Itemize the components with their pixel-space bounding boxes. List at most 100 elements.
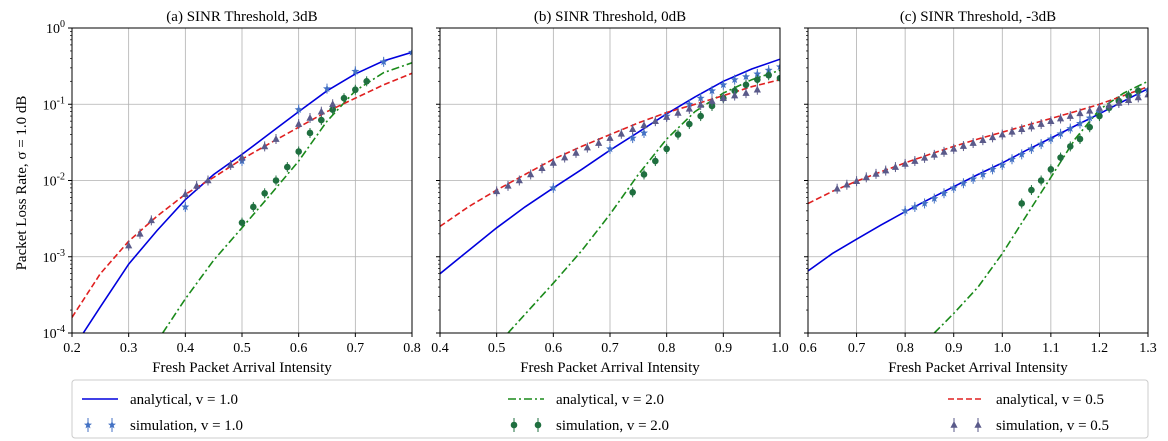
data-point [911,157,919,164]
data-point [730,75,739,84]
data-point [193,181,201,189]
x-tick-label: 0.2 [63,341,81,356]
data-point [227,160,235,168]
data-point [754,76,761,83]
data-point [1066,112,1074,119]
data-point [1027,122,1036,130]
data-point [272,177,280,184]
chart-panel-1: 0.2 0.3 0.4 0.5 0.6 0.7 0.8 10-4 10-3 10-2 10-1 100… [43,9,421,376]
series-line [933,80,1148,333]
data-point [719,80,728,89]
data-point [959,179,968,187]
x-tick-label: 0.6 [799,341,817,356]
x-tick-label: 1.3 [1139,341,1157,356]
data-point [351,67,360,75]
data-point [363,77,370,85]
data-point [1046,134,1055,143]
data-point [1047,166,1055,173]
legend-label: simulation, v = 1.0 [130,418,243,434]
data-point [776,74,780,82]
data-point [852,177,861,184]
data-point [1066,124,1075,132]
data-point [329,106,336,113]
data-point [930,194,939,202]
x-axis-label: Fresh Packet Arrival Intensity [152,360,332,376]
data-point [284,163,291,171]
legend-marker [950,421,958,428]
data-point [930,150,938,158]
data-point [147,216,155,224]
legend-marker [974,421,982,428]
data-point [742,72,750,81]
data-point [1018,125,1026,133]
x-tick-label: 0.9 [715,341,733,356]
data-point [1086,123,1094,131]
legend-marker [534,421,542,429]
data-point [978,170,987,178]
legend-label: simulation, v = 2.0 [556,418,669,434]
data-point [920,199,929,207]
data-point [901,159,909,167]
data-point [674,131,682,138]
data-point [1076,109,1084,117]
data-point [1095,104,1104,111]
data-point [595,139,603,146]
data-point [181,202,190,211]
x-tick-label: 0.4 [177,341,195,356]
legend-marker [108,420,116,429]
data-point [1028,186,1035,194]
x-tick-label: 0.5 [233,341,251,356]
data-point [250,203,257,211]
data-point [969,139,977,146]
data-point [1086,106,1094,114]
x-tick-label: 0.4 [431,341,449,356]
data-point [1008,155,1016,163]
data-point [295,148,302,155]
x-tick-label: 0.7 [601,341,619,356]
data-point [843,180,851,188]
data-point [295,120,303,127]
data-point [640,128,648,137]
x-axis-label: Fresh Packet Arrival Intensity [520,360,700,376]
series-line [808,85,1148,205]
data-point [1037,177,1045,184]
data-point [1008,127,1016,135]
y-tick-label: 10-3 [43,248,65,266]
data-point [306,114,314,121]
data-point [317,107,325,115]
data-point [950,144,958,152]
data-point [1076,135,1084,143]
series-line [507,69,780,333]
y-axis-label: Packet Loss Rate, σ = 1.0 dB [14,96,30,271]
data-point [583,143,591,151]
data-point [988,133,997,141]
data-point [663,145,670,153]
data-point [949,183,958,192]
data-point [988,165,997,173]
data-point [910,202,919,211]
data-point [352,86,359,94]
x-tick-label: 0.6 [290,341,308,356]
legend-label: analytical, v = 0.5 [996,392,1104,408]
data-point [136,229,144,237]
data-point [882,166,890,174]
data-point [940,147,948,155]
data-point [753,85,761,93]
data-point [708,97,716,104]
x-tick-label: 1.0 [994,341,1012,356]
data-point [306,129,314,137]
data-point [696,94,705,102]
data-point [572,148,580,156]
data-point [1115,98,1123,106]
data-point [1105,101,1113,109]
legend-item: simulation, v = 2.0 [510,418,669,434]
x-tick-label: 0.7 [848,341,866,356]
legend-item: analytical, v = 0.5 [948,392,1104,408]
data-point [686,120,693,128]
data-point [549,183,558,192]
series-line [82,51,412,333]
legend-frame [71,379,1149,439]
data-point [1027,144,1036,153]
data-point [697,100,705,108]
